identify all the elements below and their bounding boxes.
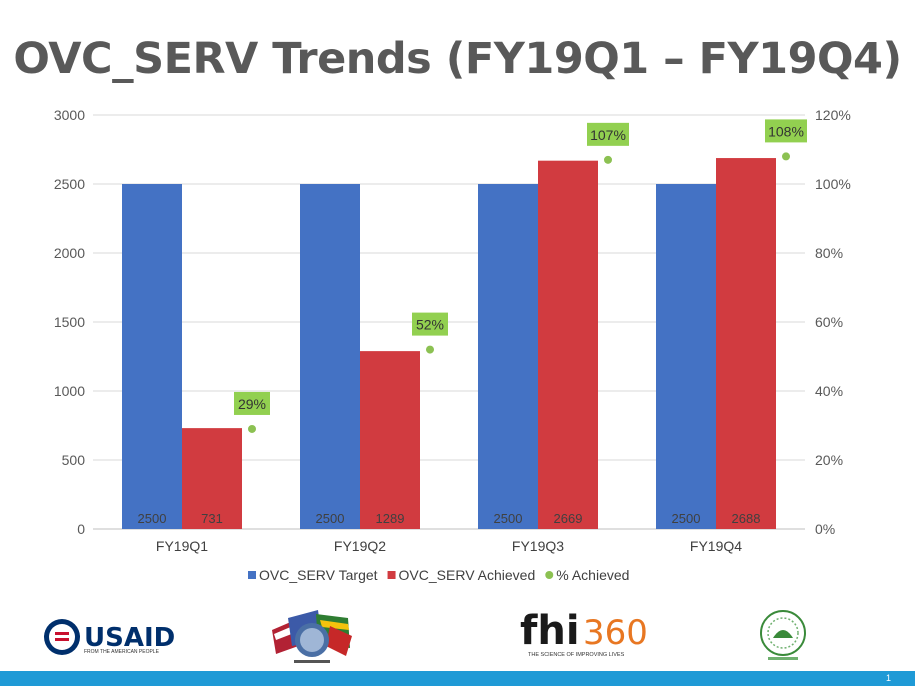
percent-point: [248, 424, 256, 433]
achieved-bar-value-label: 2669: [554, 511, 583, 526]
percent-points: 29% 52% 107% 108%: [234, 119, 807, 433]
fhi360-tagline: THE SCIENCE OF IMPROVING LIVES: [528, 652, 625, 658]
percent-label: 52%: [416, 317, 444, 333]
achieved-bar-value-label: 1289: [376, 511, 405, 526]
y-left-tick-label: 500: [62, 452, 86, 468]
y-right-tick-label: 20%: [815, 452, 843, 468]
percent-point: [782, 152, 790, 161]
usaid-logo: USAID FROM THE AMERICAN PEOPLE: [44, 619, 175, 655]
legend-marker: [248, 571, 256, 579]
bar-chart: 2500 731 2500 1289 2500 2669 2500 2688 29% 52% 10…: [54, 107, 851, 583]
achieved-bar: [538, 160, 598, 529]
fhi360-logo: fhi 360 THE SCIENCE OF IMPROVING LIVES: [520, 608, 648, 658]
x-category-label: FY19Q4: [690, 538, 742, 554]
target-bar-value-label: 2500: [672, 511, 701, 526]
usaid-tagline: FROM THE AMERICAN PEOPLE: [84, 649, 160, 655]
government-seal-logo: [760, 610, 806, 660]
x-category-label: FY19Q2: [334, 538, 386, 554]
percent-label: 107%: [590, 127, 626, 143]
achieved-bar: [360, 351, 420, 529]
percent-label: 108%: [768, 123, 804, 139]
footer-bar: 1: [0, 671, 915, 686]
x-category-label: FY19Q3: [512, 538, 564, 554]
partner-logos: USAID FROM THE AMERICAN PEOPLE fhi 360 T…: [44, 608, 806, 663]
target-bar-value-label: 2500: [494, 511, 523, 526]
bar-marks: 2500 731 2500 1289 2500 2669 2500 2688: [122, 158, 776, 529]
legend: OVC_SERV Target OVC_SERV Achieved % Achiev…: [248, 567, 629, 583]
fhi-wordmark: fhi: [520, 608, 580, 654]
percent-label-box: [234, 391, 270, 415]
fhi-360-wordmark: 360: [583, 613, 648, 653]
y-right-tick-label: 80%: [815, 245, 843, 261]
target-bar-value-label: 2500: [316, 511, 345, 526]
legend-label: % Achieved: [556, 567, 629, 583]
percent-label-box: [412, 312, 448, 336]
percent-label-box: [765, 119, 807, 143]
y-right-tick-label: 60%: [815, 314, 843, 330]
y-right-tick-label: 40%: [815, 383, 843, 399]
y-left-tick-label: 2500: [54, 176, 85, 192]
y-right-tick-label: 0%: [815, 521, 835, 537]
achieved-bar: [716, 158, 776, 529]
target-bar: [478, 184, 538, 529]
y-left-tick-label: 1000: [54, 383, 85, 399]
legend-label: OVC_SERV Achieved: [399, 567, 536, 583]
legend-marker: [387, 571, 396, 579]
x-category-label: FY19Q1: [156, 538, 208, 554]
percent-point: [604, 155, 612, 164]
target-bar-value-label: 2500: [138, 511, 167, 526]
target-bar: [300, 184, 360, 529]
flags-emblem-logo: [272, 610, 352, 663]
axes: 0 0% 500 20% 1000 40% 1500 60% 2000 80% 2500 100% 30…: [54, 107, 851, 554]
y-left-tick-label: 3000: [54, 107, 85, 123]
achieved-bar: [182, 428, 242, 529]
achieved-bar-value-label: 731: [201, 511, 223, 526]
usaid-wordmark: USAID: [84, 623, 175, 653]
slide-title: OVC_SERV Trends (FY19Q1 – FY19Q4): [13, 34, 902, 84]
y-right-tick-label: 100%: [815, 176, 851, 192]
target-bar: [122, 184, 182, 529]
target-bar: [656, 184, 716, 529]
achieved-bar-value-label: 2688: [732, 511, 761, 526]
y-right-tick-label: 120%: [815, 107, 851, 123]
percent-point: [426, 345, 434, 354]
percent-label-box: [587, 122, 629, 146]
y-left-tick-label: 0: [77, 521, 85, 537]
legend-marker: [545, 571, 554, 579]
percent-label: 29%: [238, 396, 266, 412]
page-number: 1: [885, 673, 891, 683]
y-left-tick-label: 1500: [54, 314, 85, 330]
legend-label: OVC_SERV Target: [259, 567, 378, 583]
y-left-tick-label: 2000: [54, 245, 85, 261]
